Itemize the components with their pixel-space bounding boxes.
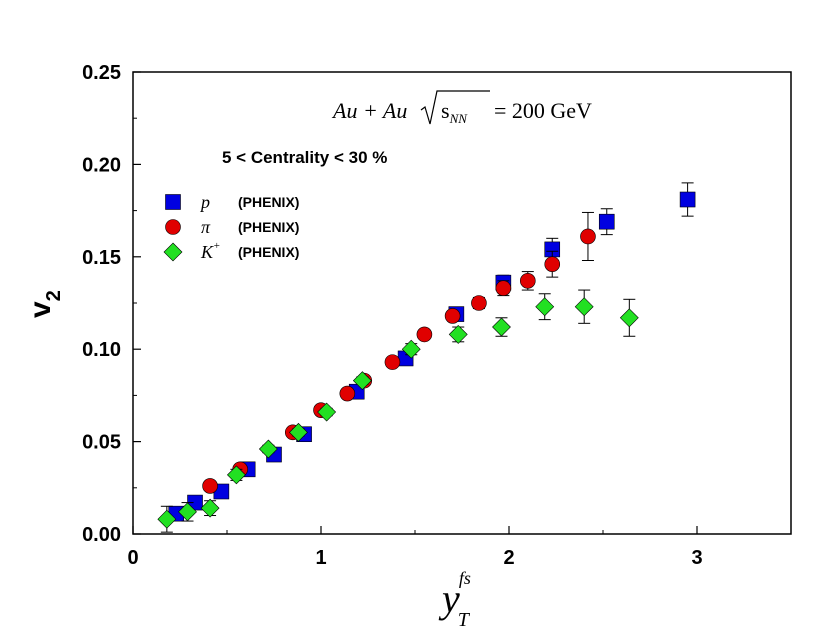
legend-label: (PHENIX) <box>238 244 299 260</box>
data-point <box>492 317 511 337</box>
ticks-layer: 0 1 2 3 0.00 0.05 0.10 0.15 0.20 0.25 <box>82 62 703 569</box>
y-tick-label: 0.05 <box>82 432 121 454</box>
data-point <box>200 498 220 518</box>
data-point <box>448 324 468 344</box>
data-point <box>544 256 561 272</box>
data-point <box>352 371 372 391</box>
data-point <box>258 439 278 459</box>
series-K+ <box>157 289 639 533</box>
data-point <box>495 280 512 297</box>
data-point <box>416 326 433 343</box>
energy-value-label: = 200 GeV <box>494 98 592 123</box>
legend-symbol: p <box>199 192 210 212</box>
data-point <box>679 191 696 208</box>
legend-marker <box>163 242 183 262</box>
x-tick-label: 0 <box>127 547 138 569</box>
data-point <box>202 478 218 494</box>
data-point <box>580 228 596 245</box>
energy-annotation: Au + Au sNN = 200 GeV <box>331 90 592 126</box>
data-point <box>574 297 594 317</box>
data-point <box>444 308 461 324</box>
data-point <box>289 422 308 442</box>
y-tick-label: 0.25 <box>82 62 121 84</box>
x-tick-label: 3 <box>691 547 702 569</box>
data-point <box>226 465 246 485</box>
y-axis-label: v2 <box>24 290 65 318</box>
legend-item-pi: π (PHENIX) <box>165 217 299 237</box>
energy-s-label: sNN <box>441 98 468 126</box>
y-tick-label: 0.00 <box>82 524 121 546</box>
legend-symbol: K+ <box>200 240 220 262</box>
plot-frame <box>132 71 792 535</box>
legend: p (PHENIX) π (PHENIX) K+ (PHENIX) <box>163 192 299 262</box>
data-point <box>157 509 177 529</box>
data-point <box>384 354 401 370</box>
legend-symbol: π <box>201 217 211 237</box>
x-tick-label: 2 <box>503 547 514 569</box>
legend-label: (PHENIX) <box>238 194 299 210</box>
data-point <box>339 385 356 402</box>
collision-system-label: Au + Au <box>331 98 407 123</box>
x-tick-label: 1 <box>315 547 326 569</box>
data-point <box>471 295 487 311</box>
data-point <box>598 213 615 230</box>
x-axis-label: yTfs <box>438 568 471 631</box>
legend-label: (PHENIX) <box>238 219 299 235</box>
centrality-label: 5 < Centrality < 30 % <box>222 148 387 167</box>
data-point <box>619 308 639 328</box>
marks-layer <box>157 182 696 533</box>
data-point <box>178 502 197 522</box>
sqrt-symbol <box>420 90 490 125</box>
legend-item-p: p (PHENIX) <box>165 192 299 212</box>
legend-marker <box>165 194 181 210</box>
legend-item-K+: K+ (PHENIX) <box>163 240 299 262</box>
data-point <box>317 402 337 422</box>
y-tick-label: 0.10 <box>82 339 121 361</box>
y-tick-label: 0.15 <box>82 247 121 269</box>
data-point <box>401 339 421 359</box>
legend-marker <box>165 219 181 235</box>
data-point <box>535 297 555 317</box>
data-point <box>519 273 536 289</box>
y-tick-label: 0.20 <box>82 154 121 176</box>
